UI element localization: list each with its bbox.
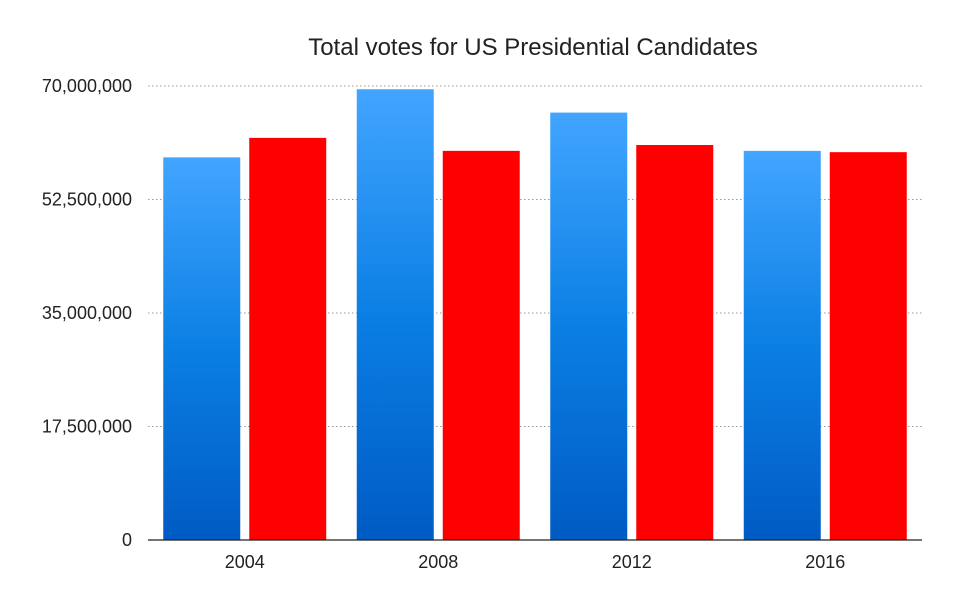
x-category-label: 2016: [805, 552, 845, 572]
bar-democratic-2004: [163, 157, 241, 541]
y-tick-label: 17,500,000: [42, 417, 132, 437]
bar-democratic-2016: [743, 150, 821, 540]
bar-republican-2008: [442, 150, 520, 540]
y-tick-label: 0: [122, 530, 132, 550]
bars: [163, 89, 907, 541]
x-category-label: 2004: [225, 552, 265, 572]
bar-republican-2004: [249, 137, 327, 540]
y-axis-tick-labels: 0 17,500,000 35,000,000 52,500,000 70,000,00…: [42, 76, 132, 550]
bar-republican-2012: [636, 145, 714, 540]
y-tick-label: 70,000,000: [42, 76, 132, 96]
y-tick-label: 35,000,000: [42, 303, 132, 323]
x-axis-category-labels: 2004 2008 2012 2016: [225, 552, 846, 572]
x-category-label: 2012: [612, 552, 652, 572]
bar-republican-2016: [829, 152, 907, 540]
bar-democratic-2012: [550, 112, 628, 540]
x-category-label: 2008: [418, 552, 458, 572]
bar-democratic-2008: [356, 89, 434, 540]
chart-title: Total votes for US Presidential Candidat…: [308, 34, 758, 61]
y-tick-label: 52,500,000: [42, 190, 132, 210]
